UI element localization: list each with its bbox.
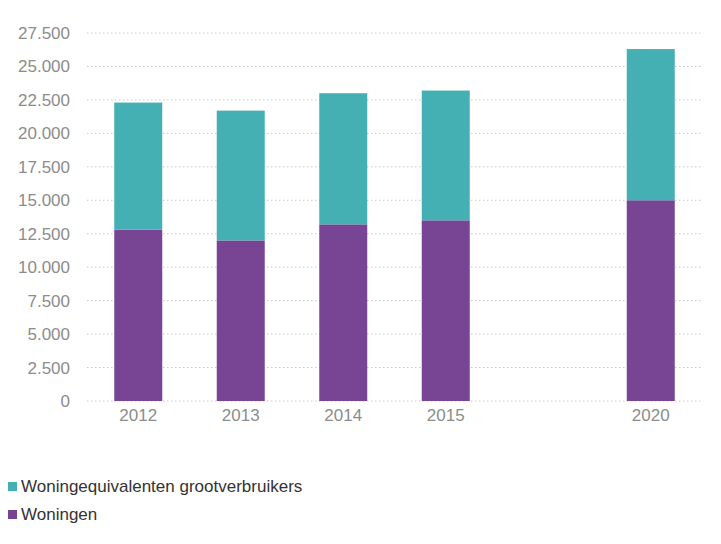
bar-segment xyxy=(114,103,162,230)
legend-label: Woningen xyxy=(21,505,97,524)
y-tick-label: 20.000 xyxy=(18,124,70,143)
y-tick-label: 7.500 xyxy=(27,292,70,311)
bar-segment xyxy=(114,230,162,401)
bar-segment xyxy=(217,111,265,241)
x-tick-label: 2014 xyxy=(324,406,362,425)
grid-line xyxy=(87,233,702,234)
y-tick-label: 22.500 xyxy=(18,91,70,110)
grid-line xyxy=(87,334,702,335)
legend: Woningequivalenten grootverbruikers Wonin… xyxy=(8,477,302,524)
y-axis: 0 2.500 5.000 7.500 10.000 12.500 15.000 17.500… xyxy=(18,24,70,411)
bar-segment xyxy=(217,240,265,401)
grid-line xyxy=(87,133,702,134)
grid-line xyxy=(87,300,702,301)
y-tick-label: 15.000 xyxy=(18,191,70,210)
grid xyxy=(87,33,702,401)
x-axis: 2012 2013 2014 2015 2020 xyxy=(119,406,669,425)
grid-line xyxy=(87,267,702,268)
x-tick-label: 2013 xyxy=(222,406,260,425)
bar-segment xyxy=(627,200,675,401)
grid-line xyxy=(87,401,702,402)
x-tick-label: 2012 xyxy=(119,406,157,425)
legend-label: Woningequivalenten grootverbruikers xyxy=(21,477,302,496)
legend-swatch xyxy=(8,482,17,491)
grid-line xyxy=(87,33,702,34)
grid-line xyxy=(87,99,702,100)
y-tick-label: 17.500 xyxy=(18,158,70,177)
bar-segment xyxy=(422,91,470,221)
x-tick-label: 2015 xyxy=(427,406,465,425)
bar-segment xyxy=(627,49,675,200)
grid-line xyxy=(87,166,702,167)
y-tick-label: 10.000 xyxy=(18,258,70,277)
y-tick-label: 25.000 xyxy=(18,57,70,76)
bar-segment xyxy=(319,224,367,401)
bars xyxy=(114,49,675,401)
y-tick-label: 2.500 xyxy=(27,359,70,378)
y-tick-label: 12.500 xyxy=(18,225,70,244)
legend-swatch xyxy=(8,510,17,519)
grid-line xyxy=(87,66,702,67)
chart: 0 2.500 5.000 7.500 10.000 12.500 15.000 17.500… xyxy=(0,0,721,544)
grid-line xyxy=(87,367,702,368)
bar-segment xyxy=(422,220,470,401)
y-tick-label: 5.000 xyxy=(27,325,70,344)
grid-line xyxy=(87,200,702,201)
y-tick-label: 0 xyxy=(61,392,70,411)
x-tick-label: 2020 xyxy=(632,406,670,425)
y-tick-label: 27.500 xyxy=(18,24,70,43)
bar-segment xyxy=(319,93,367,224)
